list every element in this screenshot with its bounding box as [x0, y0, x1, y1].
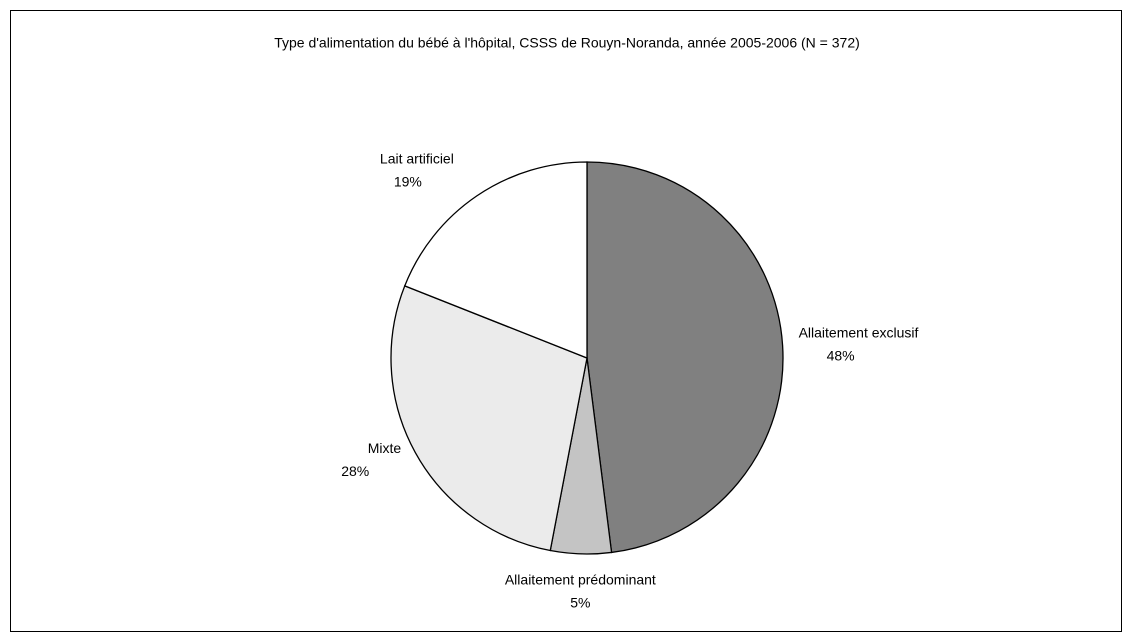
- pie-slice: [390, 285, 588, 552]
- chart-title: Type d'alimentation du bébé à l'hôpital,…: [274, 35, 860, 51]
- slice-value-label: 48%: [827, 347, 855, 363]
- slice-label: Allaitement prédominant: [505, 572, 656, 588]
- slice-label: Allaitement exclusif: [799, 324, 919, 340]
- slice-value-label: 19%: [394, 173, 422, 189]
- slice-value-label: 28%: [341, 463, 369, 479]
- pie-slice: [403, 161, 588, 359]
- slice-label: Lait artificiel: [380, 150, 454, 166]
- pie-slice: [586, 161, 784, 554]
- slice-value-label: 5%: [570, 595, 590, 611]
- slice-label: Mixte: [368, 440, 402, 456]
